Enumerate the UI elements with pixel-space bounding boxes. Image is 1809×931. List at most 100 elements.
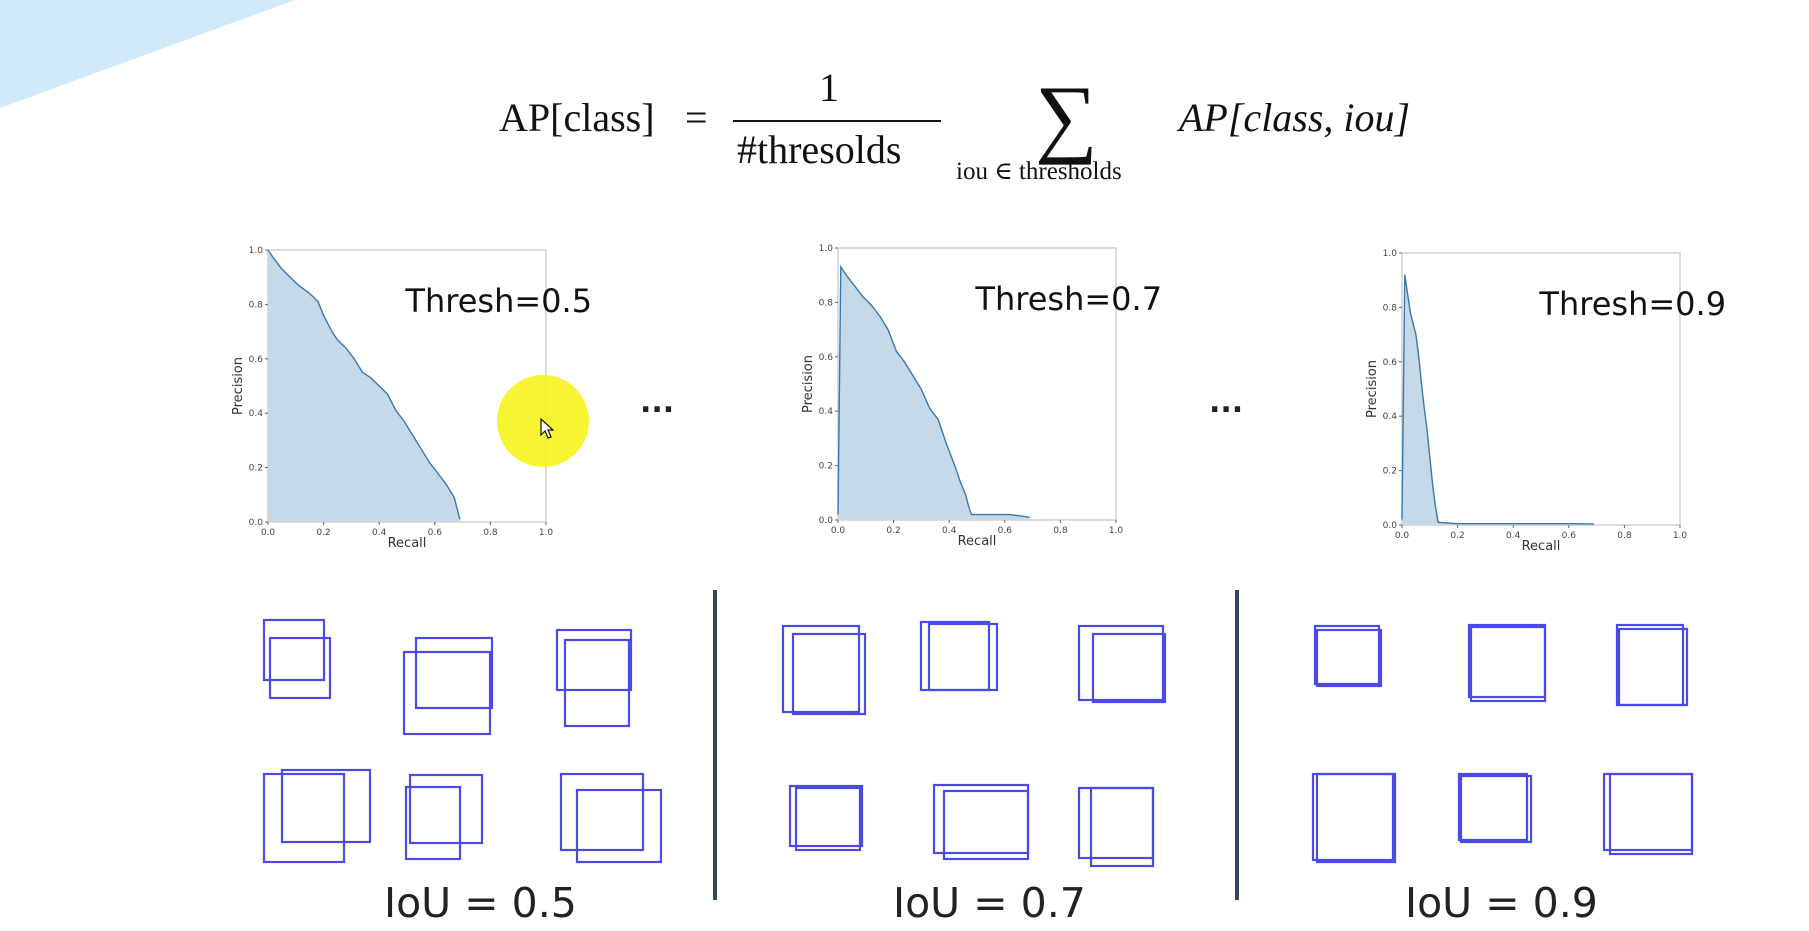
predicted-box <box>1469 625 1547 703</box>
x-tick-label: 0.2 <box>1450 531 1464 541</box>
ap-class-formula: AP[class] = 1 #thresolds ∑ iou ∈ thresho… <box>497 64 1457 194</box>
ground-truth-box <box>1467 623 1547 699</box>
y-tick-label: 0.2 <box>1383 467 1397 477</box>
predicted-box <box>1089 786 1155 868</box>
x-tick-label: 0.6 <box>428 528 443 538</box>
predicted-box <box>575 788 663 864</box>
ground-truth-box <box>1457 772 1529 842</box>
ground-truth-box <box>932 783 1030 855</box>
x-axis-label: Recall <box>1522 539 1561 554</box>
x-axis-label: Recall <box>958 534 997 549</box>
y-tick-label: 0.4 <box>819 407 834 417</box>
predicted-box <box>262 772 346 864</box>
pr-curve-line <box>267 249 461 520</box>
predicted-box <box>794 786 862 852</box>
pr-area-fill <box>1402 274 1594 525</box>
predicted-box <box>1459 774 1533 844</box>
x-tick-label: 0.8 <box>483 528 498 538</box>
iou-label-0-9: IoU = 0.9 <box>1405 879 1598 927</box>
formula-lhs: AP[class] <box>499 95 655 140</box>
ground-truth-box <box>1077 624 1165 702</box>
predicted-box <box>1608 772 1694 856</box>
ground-truth-box <box>555 628 633 692</box>
x-tick-label: 1.0 <box>1673 531 1688 541</box>
ground-truth-box <box>1602 772 1694 852</box>
x-tick-label: 1.0 <box>539 528 554 538</box>
x-tick-label: 0.8 <box>1053 526 1068 536</box>
predicted-box <box>563 638 631 728</box>
pr-curve-line <box>837 264 1030 518</box>
predicted-box <box>404 785 462 861</box>
predicted-box <box>268 636 332 700</box>
formula-subscript: iou ∈ thresholds <box>956 158 1122 185</box>
y-axis-label: Precision <box>231 357 246 415</box>
predicted-box <box>791 632 867 716</box>
ellipsis-2: ... <box>1209 385 1244 420</box>
ellipsis-1: ... <box>640 385 675 420</box>
x-tick-label: 0.0 <box>1395 531 1410 541</box>
pr-area-fill <box>268 250 460 522</box>
predicted-box <box>1617 627 1689 707</box>
y-tick-label: 1.0 <box>819 244 834 254</box>
x-tick-label: 0.6 <box>1562 531 1577 541</box>
group-divider-2 <box>1235 590 1239 900</box>
x-tick-label: 0.4 <box>372 528 387 538</box>
threshold-annotation: Thresh=0.7 <box>974 280 1162 318</box>
ground-truth-box <box>1615 623 1685 707</box>
y-tick-label: 0.2 <box>249 464 263 474</box>
formula-rhs: AP[class, iou] <box>1179 95 1411 140</box>
y-axis-label: Precision <box>1365 360 1380 418</box>
predicted-box <box>1315 628 1383 688</box>
formula-fraction-bar <box>733 120 941 122</box>
y-tick-label: 1.0 <box>1383 249 1398 259</box>
sigma-symbol: ∑ <box>1035 69 1098 166</box>
ground-truth-box <box>414 636 494 710</box>
formula-equals: = <box>685 95 708 140</box>
y-tick-label: 0.6 <box>819 353 834 363</box>
iou-label-0-7: IoU = 0.7 <box>893 879 1086 927</box>
x-tick-label: 0.0 <box>261 528 276 538</box>
y-axis-label: Precision <box>801 355 816 413</box>
predicted-box <box>402 650 492 736</box>
pr-chart-thresh-0-5: 0.0 0.2 0.4 0.6 0.8 1.0 0.0 0.2 0.4 0.6 0.8 1.0 Reca… <box>231 246 592 551</box>
corner-decoration <box>0 0 295 108</box>
ground-truth-box <box>1311 772 1395 862</box>
x-tick-label: 0.8 <box>1617 531 1632 541</box>
y-tick-label: 0.0 <box>1383 521 1398 531</box>
ground-truth-box <box>788 784 864 848</box>
ground-truth-box <box>262 618 326 682</box>
mouse-pointer-icon <box>540 418 554 439</box>
y-tick-label: 0.8 <box>249 300 264 310</box>
y-tick-label: 0.0 <box>819 516 834 526</box>
pr-area-fill <box>838 267 1030 520</box>
y-tick-label: 0.4 <box>249 409 264 419</box>
x-tick-label: 1.0 <box>1109 526 1124 536</box>
predicted-box <box>1091 632 1167 704</box>
iou-label-0-5: IoU = 0.5 <box>384 879 577 927</box>
ground-truth-box <box>408 773 484 845</box>
ground-truth-box <box>559 772 645 852</box>
plot-frame <box>1401 252 1681 526</box>
pr-curve-line <box>1401 274 1594 525</box>
y-tick-label: 0.6 <box>249 355 264 365</box>
x-tick-label: 0.2 <box>316 528 330 538</box>
predicted-box <box>927 622 999 692</box>
y-tick-label: 0.2 <box>819 462 833 472</box>
y-tick-label: 0.0 <box>249 518 264 528</box>
x-tick-label: 0.4 <box>942 526 957 536</box>
x-axis-label: Recall <box>388 536 427 551</box>
y-tick-label: 0.6 <box>1383 358 1398 368</box>
group-divider-1 <box>713 590 717 900</box>
ground-truth-box <box>1313 624 1381 686</box>
formula-denominator: #thresolds <box>737 127 902 172</box>
ground-truth-box <box>280 768 372 844</box>
x-tick-label: 0.4 <box>1506 531 1521 541</box>
pr-chart-thresh-0-7: 0.0 0.2 0.4 0.6 0.8 1.0 0.0 0.2 0.4 0.6 0.8 1.0 Reca… <box>801 244 1162 549</box>
predicted-box <box>1315 772 1397 864</box>
ground-truth-box <box>919 620 991 692</box>
x-tick-label: 0.6 <box>998 526 1013 536</box>
ground-truth-box <box>781 624 861 714</box>
predicted-box <box>942 789 1030 861</box>
formula-numerator: 1 <box>819 65 839 110</box>
